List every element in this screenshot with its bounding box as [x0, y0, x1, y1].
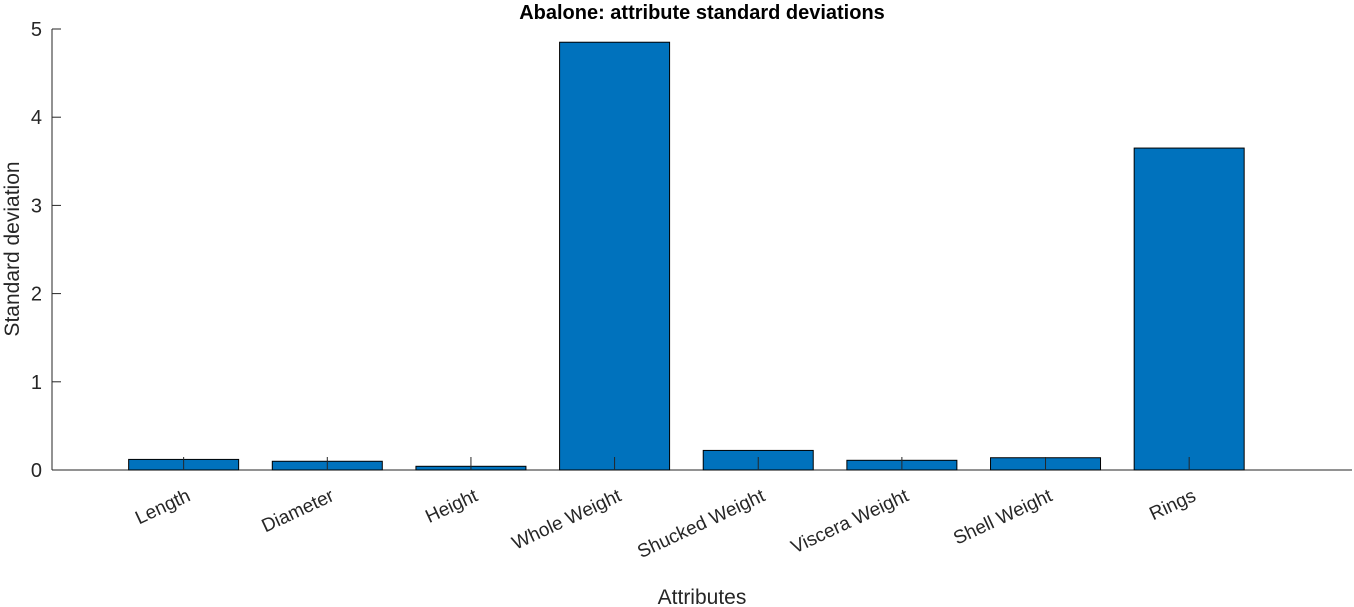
x-tick-label: Height — [422, 485, 481, 528]
y-tick-label: 5 — [31, 19, 42, 41]
y-tick-label: 4 — [31, 107, 42, 129]
bars-group — [128, 41, 1245, 471]
x-ticks-group: Length Diameter Height Whole Weight Shucked … — [132, 457, 1199, 563]
y-tick-label: 1 — [31, 372, 42, 394]
bar-rings — [1133, 147, 1245, 471]
y-axis-label: Standard deviation — [1, 161, 24, 336]
x-tick-label: Shell Weight — [950, 485, 1056, 549]
y-tick-label: 0 — [31, 460, 42, 482]
x-tick-label: Rings — [1146, 485, 1199, 525]
x-tick-label: Shucked Weight — [634, 485, 769, 563]
bar-whole-weight — [559, 41, 671, 471]
chart-title: Abalone: attribute standard deviations — [519, 2, 885, 24]
x-axis-label: Attributes — [658, 586, 747, 607]
y-ticks-group: 0 1 2 3 4 5 — [31, 19, 61, 482]
x-tick-label: Length — [132, 485, 194, 529]
y-tick-label: 3 — [31, 195, 42, 217]
x-tick-label: Whole Weight — [509, 485, 625, 554]
y-tick-label: 2 — [31, 284, 42, 306]
x-tick-label: Viscera Weight — [788, 485, 913, 558]
x-tick-label: Diameter — [259, 485, 338, 537]
